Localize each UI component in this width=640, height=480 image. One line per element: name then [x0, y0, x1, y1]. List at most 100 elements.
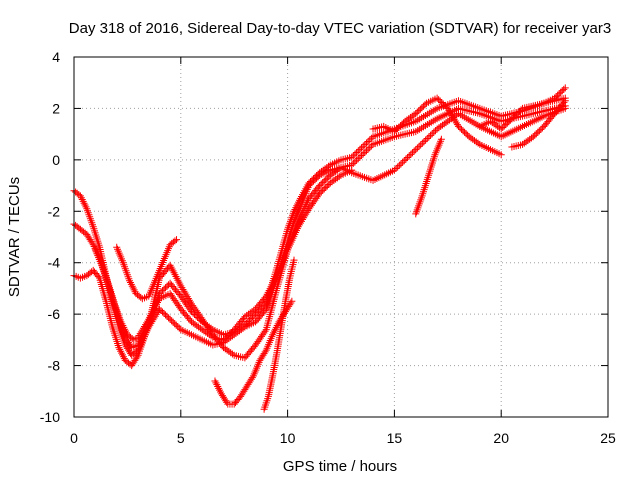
data-point: [421, 101, 429, 109]
data-point: [163, 312, 171, 320]
data-point: [204, 329, 211, 337]
data-point: [244, 310, 252, 318]
data-point: [401, 117, 409, 125]
data-point: [299, 216, 307, 224]
data-points: [70, 84, 569, 413]
data-point: [317, 167, 325, 175]
data-point: [557, 88, 565, 96]
data-point: [538, 124, 546, 132]
data-point: [179, 285, 187, 293]
y-tick-label: 0: [52, 152, 60, 168]
data-point: [261, 327, 269, 335]
data-point: [356, 153, 364, 161]
data-series-7: [260, 256, 298, 413]
x-tick-label: 15: [387, 430, 403, 446]
data-point: [353, 149, 361, 157]
data-point: [332, 167, 340, 175]
data-series-5: [113, 236, 181, 303]
data-point: [261, 348, 269, 356]
data-point: [304, 207, 312, 215]
data-point: [551, 94, 559, 102]
data-point: [316, 189, 324, 197]
y-tick-label: -10: [40, 409, 60, 425]
data-point: [180, 287, 188, 295]
data-point: [328, 178, 336, 186]
data-point: [158, 287, 166, 295]
data-point: [356, 145, 364, 153]
data-point: [560, 98, 568, 106]
data-point: [516, 107, 524, 115]
data-point: [400, 157, 408, 165]
data-point: [472, 138, 480, 146]
data-point: [561, 104, 569, 112]
data-point: [224, 331, 232, 339]
data-point: [500, 122, 508, 130]
data-point: [407, 150, 415, 158]
data-point: [138, 326, 146, 334]
data-point: [415, 107, 423, 115]
data-point: [330, 169, 338, 177]
data-point: [320, 185, 328, 193]
data-point: [353, 156, 361, 164]
data-point: [435, 124, 443, 132]
data-point: [177, 282, 185, 290]
data-point: [416, 105, 424, 113]
data-point: [228, 350, 236, 358]
data-point: [423, 134, 431, 142]
data-point: [431, 127, 439, 135]
data-point: [433, 94, 441, 102]
data-point: [202, 328, 210, 336]
data-point: [250, 306, 258, 314]
data-point: [174, 323, 182, 331]
data-point: [413, 108, 421, 116]
data-point: [349, 159, 357, 167]
data-point: [508, 115, 516, 123]
data-point: [520, 139, 528, 147]
data-point: [399, 158, 407, 166]
data-point: [247, 315, 255, 323]
data-point: [492, 121, 500, 129]
data-point: [428, 130, 436, 138]
x-tick-label: 20: [493, 430, 509, 446]
data-point: [310, 175, 318, 183]
data-point: [440, 120, 448, 128]
data-point: [517, 106, 525, 114]
data-point: [153, 309, 161, 317]
data-series-4: [91, 166, 356, 344]
data-point: [390, 128, 398, 136]
data-point: [185, 296, 193, 304]
data-point: [393, 125, 401, 133]
data-point: [261, 301, 269, 309]
data-point: [398, 120, 406, 128]
data-point: [186, 298, 194, 306]
data-point: [187, 318, 195, 326]
axis-ticks: 0 5 10 15 20 25 -10 -8 -6 -4 -2 0 2 4: [40, 49, 616, 446]
y-tick-label: -6: [48, 306, 61, 322]
data-series-6: [211, 297, 296, 408]
data-point: [422, 136, 430, 144]
data-series-3: [70, 104, 569, 370]
data-point: [449, 113, 457, 121]
data-point: [168, 317, 176, 325]
data-point: [143, 319, 151, 327]
data-point: [165, 314, 173, 322]
data-point: [450, 115, 458, 123]
data-point: [367, 134, 375, 142]
data-point: [529, 133, 537, 141]
data-point: [438, 121, 446, 129]
data-point: [397, 122, 405, 130]
data-point: [366, 136, 374, 144]
data-point: [242, 319, 250, 327]
data-point: [502, 121, 510, 129]
data-point: [317, 188, 325, 196]
data-point: [367, 142, 375, 150]
data-point: [537, 125, 545, 133]
data-point: [474, 139, 482, 147]
data-point: [446, 116, 454, 124]
data-point: [552, 93, 560, 101]
data-series-9: [412, 135, 445, 218]
data-point: [503, 119, 511, 127]
data-point: [465, 133, 473, 141]
